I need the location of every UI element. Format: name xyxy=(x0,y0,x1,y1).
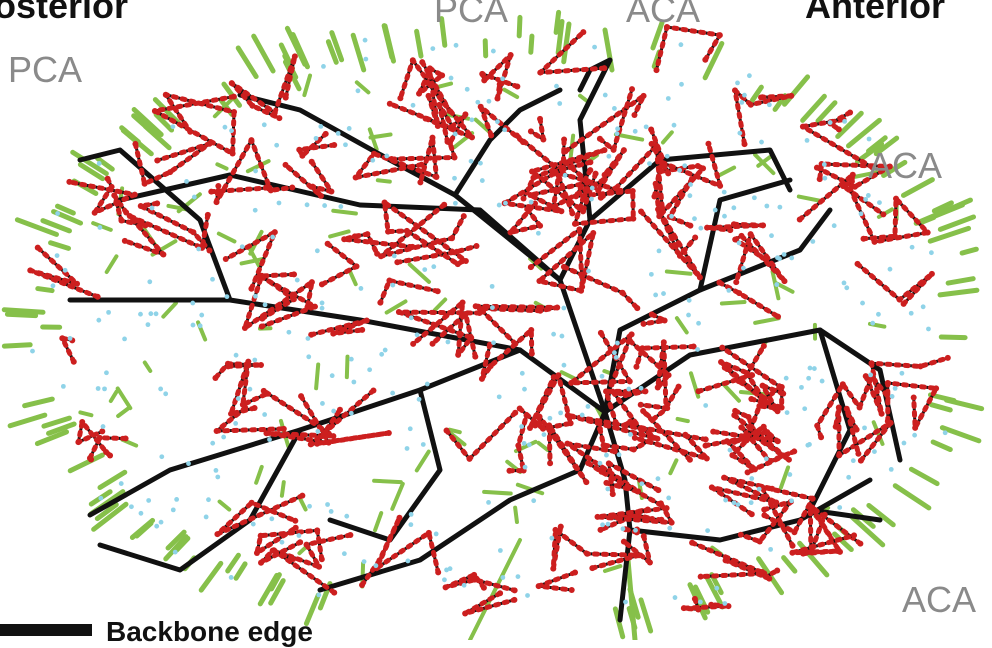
label-pca-top: PCA xyxy=(434,0,508,28)
label-aca-top: ACA xyxy=(626,0,700,28)
label-aca-bottom: ACA xyxy=(902,582,976,618)
label-aca-right: ACA xyxy=(868,148,942,184)
legend-backbone-label: Backbone edge xyxy=(106,616,313,648)
legend-backbone-swatch xyxy=(0,624,92,636)
label-posterior: Posterior xyxy=(0,0,128,24)
backbone-edges xyxy=(70,60,900,620)
label-pca-left: PCA xyxy=(8,52,82,88)
label-anterior: Anterior xyxy=(805,0,945,24)
